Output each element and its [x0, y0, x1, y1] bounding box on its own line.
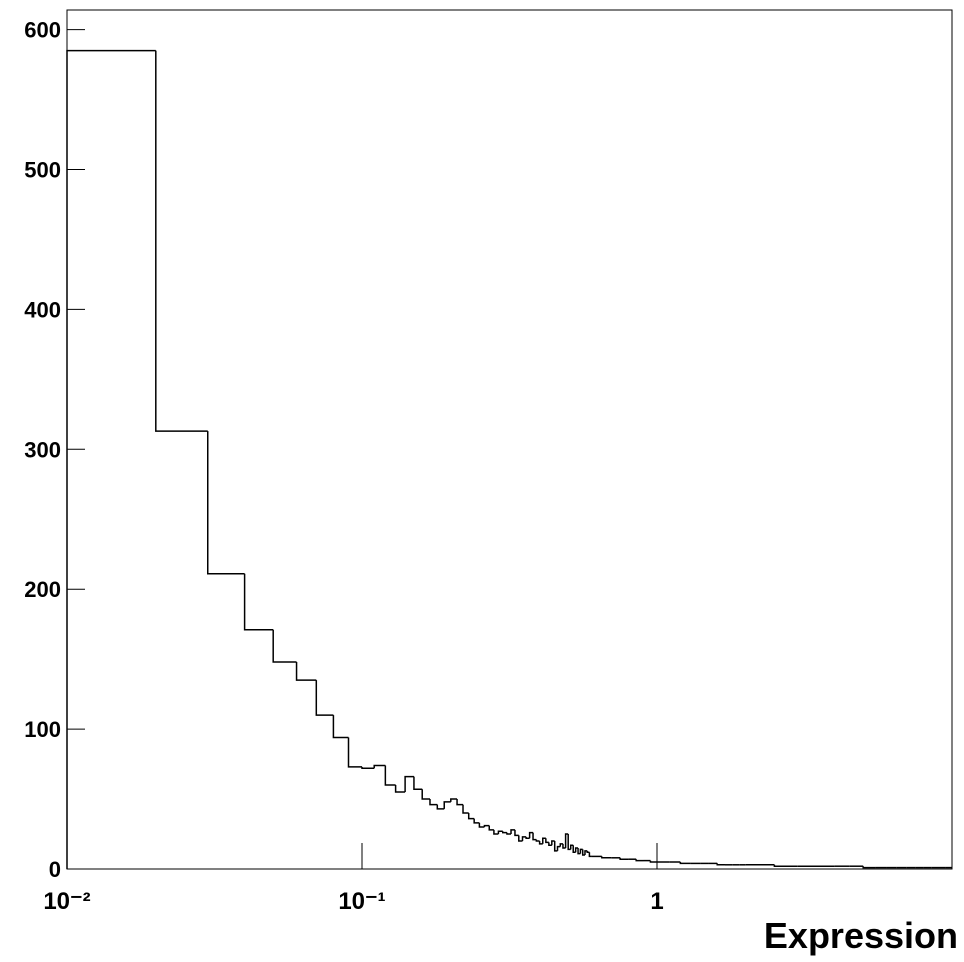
histogram-bin: [532, 832, 537, 841]
histogram-bin: [572, 845, 576, 853]
histogram-bin: [581, 849, 585, 856]
histogram-bin: [577, 848, 581, 855]
histogram-bin: [635, 859, 644, 862]
histogram-bin: [506, 832, 512, 835]
histogram-bin: [649, 860, 657, 863]
histogram-bin: [528, 831, 534, 839]
x-tick-label: 10⁻²: [43, 888, 90, 915]
histogram-bin: [436, 804, 445, 810]
histogram-bin: [579, 848, 583, 854]
histogram-bin: [574, 847, 579, 853]
histogram-bin: [510, 829, 515, 835]
histogram-bin: [619, 857, 629, 860]
histogram-bin: [473, 818, 480, 824]
histogram-bin: [538, 841, 543, 845]
histogram-bin: [588, 852, 592, 858]
histogram-bin: [394, 785, 406, 793]
x-axis-label: Expression: [764, 915, 958, 956]
histogram-bin: [679, 862, 691, 865]
histogram-bin: [556, 845, 561, 851]
histogram-bin: [478, 822, 485, 828]
histogram-bin: [521, 836, 527, 842]
histogram-bin: [462, 804, 469, 814]
histogram-bin: [429, 799, 438, 806]
histogram-bin: [155, 50, 208, 432]
histogram-bin: [567, 834, 571, 851]
plot-frame: [66, 9, 953, 870]
histogram-bin: [542, 837, 546, 844]
histogram-bin: [586, 850, 590, 853]
histogram-bin: [243, 573, 274, 631]
histogram-bin: [488, 825, 494, 831]
histogram-bin: [569, 844, 574, 850]
histogram-bin: [361, 766, 375, 770]
histogram-bin: [518, 835, 523, 842]
histogram-bin: [716, 863, 725, 866]
y-tick-label: 0: [49, 857, 61, 882]
histogram-bin: [502, 831, 507, 834]
y-tick-label: 100: [24, 717, 61, 742]
y-tick-label: 600: [24, 18, 61, 43]
histogram-bin: [207, 431, 245, 575]
y-tick-label: 500: [24, 157, 61, 182]
histogram-bin: [347, 737, 362, 768]
histogram-bin: [421, 789, 430, 800]
histogram-bin: [525, 836, 530, 839]
y-tick-label: 300: [24, 437, 61, 462]
histogram-bin: [450, 798, 458, 802]
x-tick-label: 10⁻¹: [338, 888, 385, 915]
histogram-bin: [559, 843, 563, 847]
histogram-bin: [514, 829, 519, 837]
y-tick-label: 200: [24, 577, 61, 602]
histogram-bin: [272, 629, 297, 663]
x-tick-label: 1: [650, 888, 663, 915]
histogram-bin: [332, 715, 349, 739]
histogram-bin: [66, 49, 156, 869]
histogram-bin: [551, 840, 555, 846]
histogram-bin: [553, 841, 558, 852]
histogram-bin: [548, 842, 552, 846]
histogram-bin: [562, 843, 566, 849]
histogram-bin: [545, 838, 549, 844]
histogram-bin: [862, 866, 876, 869]
histogram-bin: [601, 856, 612, 859]
histogram-bin: [497, 830, 503, 835]
histogram-bin: [564, 833, 569, 849]
histogram-bin: [493, 829, 499, 835]
histogram-bin: [773, 864, 798, 867]
histogram-bin: [483, 824, 490, 828]
histogram-bin: [404, 775, 414, 793]
histogram-bin: [384, 765, 396, 786]
histogram-bin: [456, 799, 464, 806]
histogram-bin: [373, 764, 386, 769]
histogram-bin: [413, 776, 423, 791]
histogram-bin: [295, 661, 317, 681]
y-tick-label: 400: [24, 297, 61, 322]
histogram-bin: [535, 839, 540, 842]
histogram-bin: [315, 680, 334, 716]
histogram-bin: [443, 801, 451, 809]
histogram-bin: [467, 813, 475, 820]
